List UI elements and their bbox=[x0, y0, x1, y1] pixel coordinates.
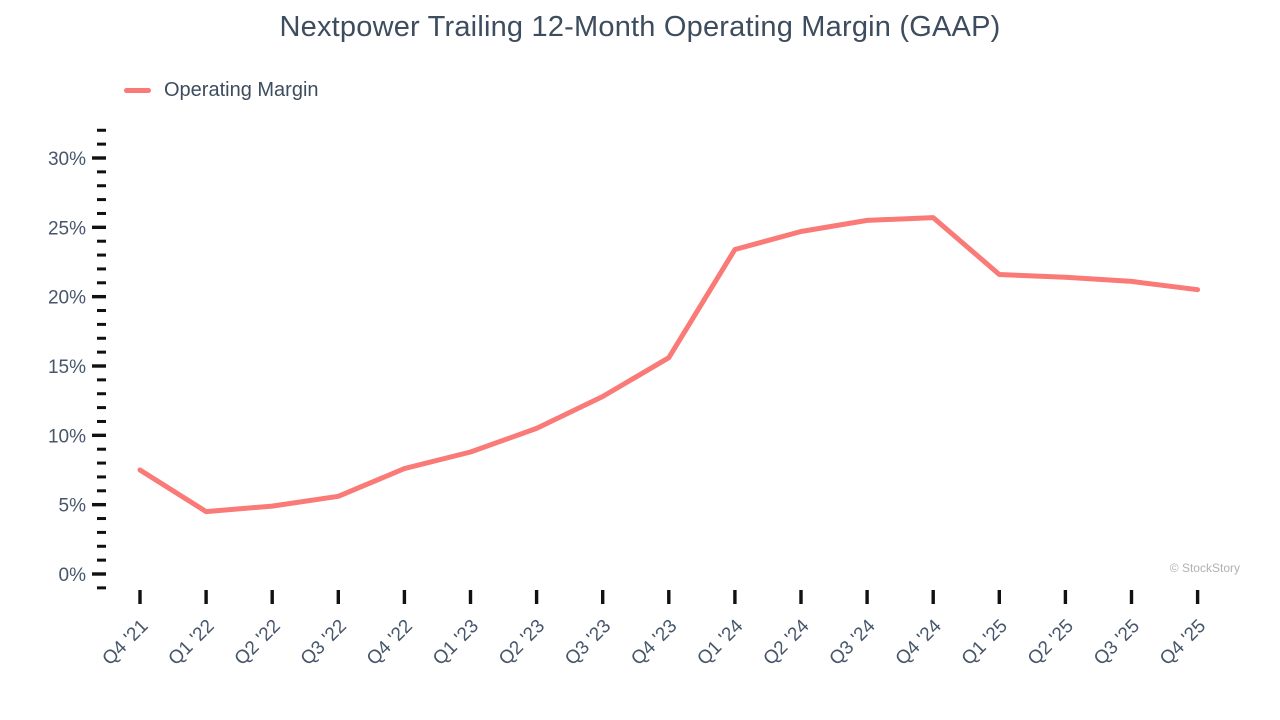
x-axis-tick-label: Q1 '25 bbox=[958, 616, 1012, 670]
x-axis-tick-label: Q2 '22 bbox=[231, 616, 285, 670]
y-axis-tick-label: 25% bbox=[48, 218, 86, 239]
y-axis-tick-label: 20% bbox=[48, 288, 86, 309]
y-axis-tick-label: 10% bbox=[48, 426, 86, 447]
x-axis-tick-label: Q2 '24 bbox=[760, 615, 814, 669]
operating-margin-line bbox=[137, 215, 1201, 515]
y-axis-tick-label: 0% bbox=[59, 565, 87, 586]
x-axis-tick-label: Q1 '22 bbox=[165, 616, 219, 670]
x-axis-tick-label: Q4 '22 bbox=[363, 616, 417, 670]
watermark: © StockStory bbox=[1169, 561, 1240, 575]
y-axis-tick-label: 5% bbox=[59, 496, 87, 517]
x-axis-tick-label: Q1 '23 bbox=[429, 616, 483, 670]
legend-label: Operating Margin bbox=[164, 79, 319, 101]
x-axis-tick-label: Q4 '21 bbox=[99, 616, 153, 670]
y-axis-tick-label: 30% bbox=[48, 149, 86, 170]
chart-title: Nextpower Trailing 12-Month Operating Ma… bbox=[279, 11, 1001, 43]
x-axis-tick-label: Q3 '25 bbox=[1090, 616, 1144, 670]
legend: Operating Margin bbox=[124, 79, 319, 102]
x-axis-tick-label: Q3 '24 bbox=[826, 615, 880, 669]
x-axis-tick-label: Q2 '23 bbox=[495, 616, 549, 670]
x-axis-tick-label: Q3 '23 bbox=[561, 616, 615, 670]
x-axis-tick-label: Q4 '23 bbox=[627, 616, 681, 670]
x-axis-tick-label: Q4 '24 bbox=[892, 615, 946, 669]
y-axis-tick-label: 15% bbox=[48, 357, 86, 378]
x-axis-tick-label: Q4 '25 bbox=[1156, 616, 1210, 670]
x-axis-tick-label: Q1 '24 bbox=[693, 615, 747, 669]
x-axis-tick-label: Q2 '25 bbox=[1024, 616, 1078, 670]
x-axis-tick-label: Q3 '22 bbox=[297, 616, 351, 670]
legend-line-swatch bbox=[124, 88, 151, 93]
